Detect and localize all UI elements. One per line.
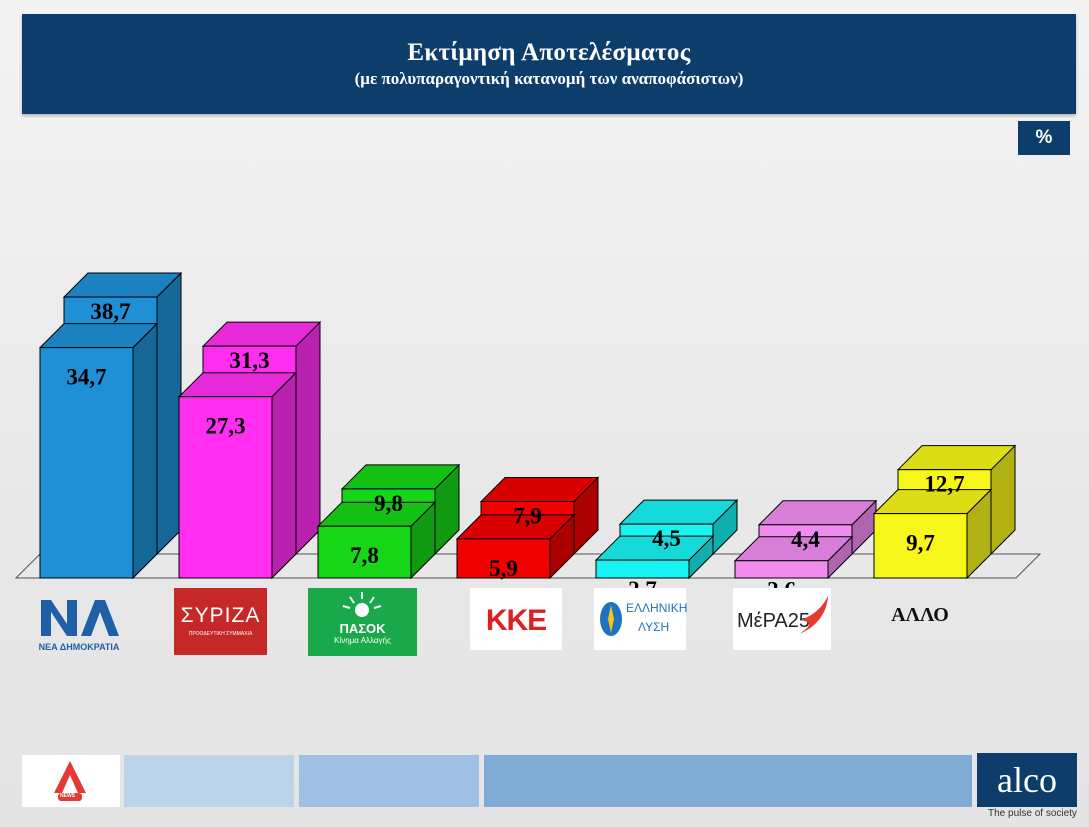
nd-logo: ΝΕΑ ΔΗΜΟΚΡΑΤΙΑ <box>33 588 125 654</box>
bar-front-5-front <box>734 560 829 579</box>
mera25-label: ΜέΡΑ25 <box>737 610 811 632</box>
value-label-back-0: 38,7 <box>90 299 130 324</box>
bar-front-6-front <box>873 513 968 579</box>
pasok-sun-icon <box>342 592 382 617</box>
syriza-sublabel: ΠΡΟΟΔΕΥΤΙΚΗ ΣΥΜΜΑΧΙΑ <box>188 631 253 637</box>
bar-front-4-front <box>595 559 690 579</box>
bar-front-3-front <box>456 538 551 579</box>
pasok-logo: ΠΑΣΟΚ Κίνημα Αλλαγής <box>308 588 417 656</box>
alco-tagline: The pulse of society <box>988 808 1077 819</box>
nd-emblem-icon: ΝΕΑ ΔΗΜΟΚΡΑΤΙΑ <box>39 600 120 652</box>
bar-front-0-side <box>132 322 158 580</box>
value-label-front-6: 9,7 <box>906 531 935 556</box>
compass-icon <box>600 602 622 636</box>
bar-back-1-side <box>295 320 321 556</box>
allo-label: ΑΛΛΟ <box>891 604 949 626</box>
value-label-front-3: 5,9 <box>489 556 518 581</box>
mera25-logo: ΜέΡΑ25 <box>733 588 831 650</box>
elliniki-line2: ΛΥΣΗ <box>638 620 670 634</box>
alpha-news-icon <box>54 761 86 801</box>
footer-segment-3 <box>484 755 972 807</box>
value-label-back-2: 9,8 <box>374 491 403 516</box>
elliniki-line1: ΕΛΛΗΝΙΚΗ <box>626 601 688 615</box>
value-label-front-2: 7,8 <box>350 543 379 568</box>
chart-title: Εκτίμηση Αποτελέσματος <box>407 39 691 66</box>
alco-logo: alco <box>977 753 1077 807</box>
value-label-front-1: 27,3 <box>205 414 245 439</box>
value-label-back-5: 4,4 <box>791 527 820 552</box>
footer-segment-1 <box>124 755 294 807</box>
swallow-icon <box>799 596 828 634</box>
value-label-back-1: 31,3 <box>229 348 269 373</box>
alpha-news-label: NEWS <box>60 793 75 799</box>
bar-front-0-front <box>39 347 134 579</box>
nd-label: ΝΕΑ ΔΗΜΟΚΡΑΤΙΑ <box>39 642 120 652</box>
footer-segment-2 <box>299 755 479 807</box>
pasok-label: ΠΑΣΟΚ <box>339 621 386 636</box>
bar-front-1-front <box>178 396 273 579</box>
value-label-front-0: 34,7 <box>66 365 106 390</box>
bar-front-1-side <box>271 371 297 580</box>
chart-header: Εκτίμηση Αποτελέσματος (με πολυπαραγοντι… <box>22 14 1076 114</box>
bar-back-0-side <box>156 271 182 556</box>
value-label-back-4: 4,5 <box>652 526 681 551</box>
value-label-back-6: 12,7 <box>924 472 964 497</box>
chart-subtitle: (με πολυπαραγοντική κατανομή των αναποφά… <box>354 69 744 88</box>
kke-label: ΚΚΕ <box>485 604 547 637</box>
kke-logo: ΚΚΕ <box>470 588 562 650</box>
pasok-sublabel: Κίνημα Αλλαγής <box>334 636 391 645</box>
value-label-back-3: 7,9 <box>513 504 542 529</box>
syriza-label: ΣΥΡΙΖΑ <box>180 604 261 627</box>
footer-alpha-box: NEWS <box>22 755 120 807</box>
unit-badge: % <box>1018 121 1070 155</box>
bar-front-2-front <box>317 525 412 579</box>
syriza-logo: ΣΥΡΙΖΑ ΠΡΟΟΔΕΥΤΙΚΗ ΣΥΜΜΑΧΙΑ <box>174 588 267 655</box>
elliniki-lysi-logo: ΕΛΛΗΝΙΚΗ ΛΥΣΗ <box>594 588 688 650</box>
